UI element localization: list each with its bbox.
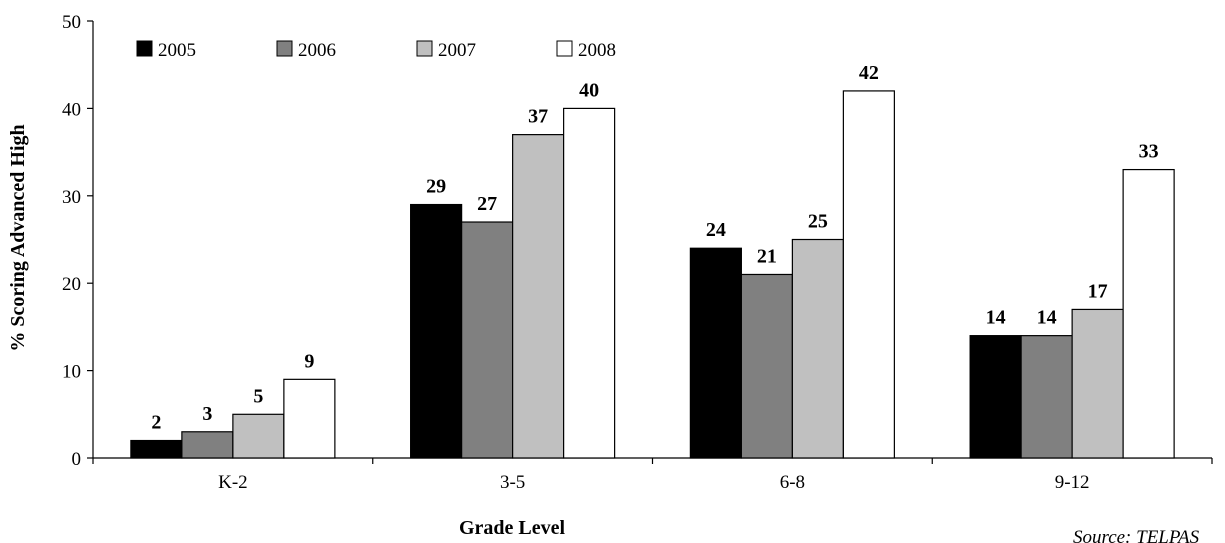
x-tick-label: 9-12 <box>1055 472 1090 493</box>
bar-k-2-2007 <box>232 413 285 459</box>
data-label-6-8-2008: 42 <box>859 62 879 84</box>
bar-9-12-2008 <box>1122 168 1175 459</box>
bar-6-8-2006 <box>740 273 793 459</box>
bars <box>130 90 1175 459</box>
data-label-3-5-2005: 29 <box>426 176 446 198</box>
bar-3-5-2006 <box>461 221 514 459</box>
source-note: Source: TELPAS <box>1073 527 1200 543</box>
y-axis-ticks: 0 10 20 30 40 50 <box>62 12 93 470</box>
x-axis-ticks: K-2 3-5 6-8 9-12 <box>92 458 1213 493</box>
data-label-9-12-2007: 17 <box>1088 280 1108 302</box>
data-label-6-8-2005: 24 <box>706 219 726 241</box>
bar-3-5-2005 <box>410 203 463 459</box>
data-label-9-12-2005: 14 <box>986 307 1006 329</box>
bar-k-2-2005 <box>130 439 183 459</box>
x-tick-label: 3-5 <box>500 472 525 493</box>
bar-k-2-2006 <box>181 431 234 459</box>
legend-label: 2008 <box>578 40 616 61</box>
bar-9-12-2007 <box>1071 308 1124 459</box>
data-label-9-12-2006: 14 <box>1037 307 1057 329</box>
bar-9-12-2005 <box>969 335 1022 459</box>
legend-item-2007: 2007 <box>416 40 476 61</box>
data-label-k-2-2007: 5 <box>253 385 263 407</box>
y-tick-label: 20 <box>62 274 81 295</box>
bar-6-8-2008 <box>842 90 895 459</box>
data-label-k-2-2006: 3 <box>202 403 212 425</box>
legend-swatch <box>136 40 153 57</box>
data-label-3-5-2006: 27 <box>477 193 497 215</box>
y-tick-label: 0 <box>72 449 82 470</box>
legend-label: 2005 <box>158 40 196 61</box>
y-tick-label: 30 <box>62 187 81 208</box>
data-label-3-5-2008: 40 <box>579 79 599 101</box>
y-axis-title: % Scoring Advanced High <box>7 124 29 351</box>
data-label-k-2-2008: 9 <box>304 350 314 372</box>
y-tick-label: 40 <box>62 99 81 120</box>
data-label-3-5-2007: 37 <box>528 106 548 128</box>
x-axis-title: Grade Level <box>459 517 566 539</box>
bar-3-5-2007 <box>512 134 565 459</box>
bar-6-8-2007 <box>791 238 844 459</box>
legend: 2005 2006 2007 2008 <box>136 40 616 61</box>
data-label-9-12-2008: 33 <box>1139 141 1159 163</box>
bar-6-8-2005 <box>689 247 742 459</box>
legend-swatch <box>556 40 573 57</box>
bar-k-2-2008 <box>283 378 336 459</box>
bar-3-5-2008 <box>563 107 616 459</box>
legend-swatch <box>276 40 293 57</box>
data-labels: 2 3 5 9 29 27 37 40 24 21 25 42 14 14 17 33 <box>151 62 1158 434</box>
x-tick-label: 6-8 <box>780 472 805 493</box>
x-tick-label: K-2 <box>218 472 248 493</box>
y-tick-label: 50 <box>62 12 81 33</box>
data-label-6-8-2007: 25 <box>808 211 828 233</box>
legend-item-2006: 2006 <box>276 40 336 61</box>
legend-swatch <box>416 40 433 57</box>
legend-item-2005: 2005 <box>136 40 196 61</box>
legend-label: 2006 <box>298 40 336 61</box>
bar-9-12-2006 <box>1020 335 1073 459</box>
legend-label: 2007 <box>438 40 476 61</box>
data-label-6-8-2006: 21 <box>757 245 777 267</box>
data-label-k-2-2005: 2 <box>151 412 161 434</box>
y-tick-label: 10 <box>62 362 81 383</box>
legend-item-2008: 2008 <box>556 40 616 61</box>
